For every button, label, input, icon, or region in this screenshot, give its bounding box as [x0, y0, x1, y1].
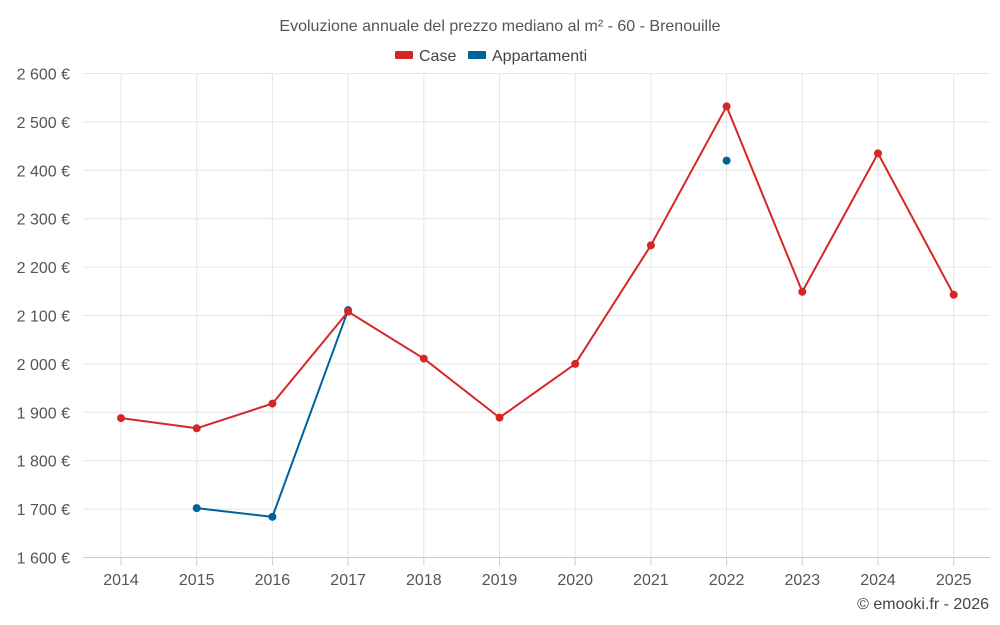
data-point-appartamenti-2016[interactable]: [268, 512, 277, 521]
y-axis-ticks: 1 600 € 1 700 € 1 800 € 1 900 € 2 000 € 2 100…: [17, 67, 70, 568]
data-point-case-2022[interactable]: [722, 102, 731, 111]
data-point-case-2023[interactable]: [798, 287, 807, 296]
y-tick-label: 2 400 €: [17, 163, 70, 180]
gridlines: [83, 73, 990, 558]
legend-swatch-case: [395, 51, 413, 59]
legend-item-case[interactable]: Case: [395, 48, 456, 65]
legend-label-case: Case: [419, 48, 456, 65]
data-point-case-2016[interactable]: [268, 399, 277, 408]
data-point-case-2018[interactable]: [419, 354, 428, 363]
data-point-case-2020[interactable]: [571, 359, 580, 368]
series-case: [117, 102, 958, 433]
data-point-appartamenti-2022[interactable]: [722, 156, 731, 165]
data-point-case-2024[interactable]: [874, 149, 882, 158]
series-appartamenti: [192, 156, 731, 521]
legend-swatch-appartamenti: [468, 51, 486, 59]
x-tick-label: 2016: [255, 572, 291, 589]
y-tick-label: 1 700 €: [17, 502, 70, 519]
y-tick-label: 1 600 €: [17, 551, 70, 568]
x-tick-label: 2023: [785, 572, 821, 589]
data-point-case-2019[interactable]: [495, 413, 504, 422]
x-tick-label: 2025: [936, 572, 972, 589]
x-tick-label: 2021: [633, 572, 669, 589]
x-tick-label: 2024: [860, 572, 896, 589]
legend: Case Appartamenti: [395, 48, 587, 65]
credit-text: © emooki.fr - 2026: [857, 596, 989, 613]
y-tick-label: 2 200 €: [17, 260, 70, 277]
y-tick-label: 2 300 €: [17, 212, 70, 229]
x-tick-label: 2015: [179, 572, 215, 589]
x-tick-label: 2017: [330, 572, 366, 589]
data-point-case-2014[interactable]: [117, 414, 125, 423]
chart-title: Evoluzione annuale del prezzo mediano al…: [279, 18, 720, 35]
x-axis-ticks: 2014 2015 2016 2017 2018 2019 2020 2021 2022 2023…: [103, 557, 972, 589]
x-tick-label: 2014: [103, 572, 139, 589]
x-tick-label: 2020: [557, 572, 593, 589]
series: [117, 102, 958, 521]
x-tick-label: 2018: [406, 572, 442, 589]
data-point-appartamenti-2015[interactable]: [192, 504, 201, 513]
y-tick-label: 2 100 €: [17, 309, 70, 326]
legend-item-appartamenti[interactable]: Appartamenti: [468, 48, 587, 65]
y-tick-label: 2 000 €: [17, 357, 70, 374]
y-tick-label: 1 800 €: [17, 454, 70, 471]
x-tick-label: 2022: [709, 572, 745, 589]
y-tick-label: 2 600 €: [17, 67, 70, 84]
data-point-case-2017[interactable]: [344, 307, 353, 316]
data-point-case-2025[interactable]: [949, 290, 958, 299]
x-tick-label: 2019: [482, 572, 518, 589]
data-point-case-2021[interactable]: [646, 241, 655, 250]
y-tick-label: 2 500 €: [17, 115, 70, 132]
y-tick-label: 1 900 €: [17, 405, 70, 422]
series-line-case: [120, 105, 955, 430]
data-point-case-2015[interactable]: [192, 424, 201, 433]
legend-label-appartamenti: Appartamenti: [492, 48, 587, 65]
